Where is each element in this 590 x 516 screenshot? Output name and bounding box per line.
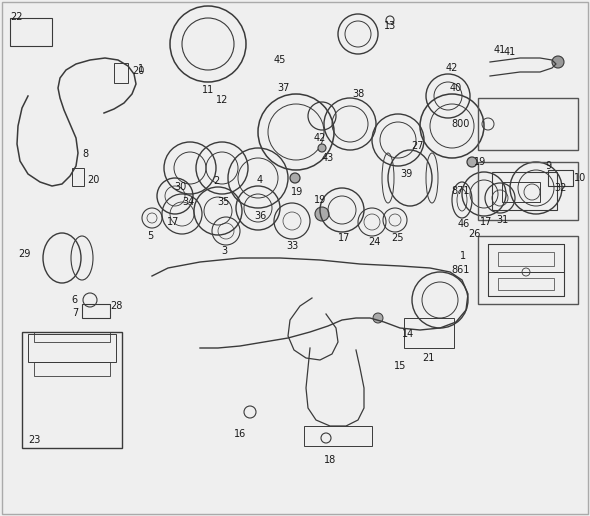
Text: 19: 19 [474, 157, 486, 167]
Bar [478, 236, 578, 304]
Bar [492, 172, 557, 210]
Text: 34: 34 [182, 197, 194, 207]
Text: 41: 41 [504, 47, 516, 57]
Text: 19: 19 [291, 187, 303, 197]
Text: 41: 41 [494, 45, 506, 55]
Text: 10: 10 [574, 173, 586, 183]
Text: 13: 13 [384, 21, 396, 31]
Text: 25: 25 [391, 233, 403, 243]
Text: 20: 20 [132, 66, 145, 76]
Text: 2: 2 [213, 176, 219, 186]
Bar [10, 18, 52, 46]
Text: 14: 14 [402, 329, 414, 339]
Circle shape [373, 313, 383, 323]
Text: 15: 15 [394, 361, 407, 371]
Circle shape [318, 144, 326, 152]
Text: eReplacementParts.com: eReplacementParts.com [176, 267, 320, 280]
Text: 40: 40 [450, 83, 462, 93]
Text: 17: 17 [338, 233, 350, 243]
Text: 18: 18 [324, 455, 336, 465]
Text: 23: 23 [28, 435, 40, 445]
Bar [478, 162, 578, 220]
Text: 17: 17 [480, 217, 492, 227]
Text: 6: 6 [72, 295, 78, 305]
Bar [478, 98, 578, 150]
Bar [404, 318, 454, 348]
Text: 17: 17 [167, 217, 179, 227]
Text: 31: 31 [496, 215, 508, 225]
Bar [488, 272, 564, 296]
Text: 46: 46 [458, 219, 470, 229]
Text: 42: 42 [446, 63, 458, 73]
Bar [34, 362, 110, 376]
Bar [22, 332, 122, 448]
Text: 871: 871 [451, 186, 470, 196]
Text: 16: 16 [234, 429, 246, 439]
Circle shape [552, 56, 564, 68]
Text: 5: 5 [147, 231, 153, 241]
Text: 8: 8 [82, 149, 88, 159]
Text: 43: 43 [322, 153, 334, 163]
Text: 32: 32 [554, 183, 566, 193]
Bar [304, 426, 372, 446]
Text: 30: 30 [174, 182, 186, 192]
Text: 21: 21 [422, 353, 434, 363]
Text: 1: 1 [460, 251, 466, 261]
Text: 26: 26 [468, 229, 480, 239]
Text: 39: 39 [400, 169, 412, 179]
Bar [498, 252, 554, 266]
Text: 28: 28 [110, 301, 122, 311]
Bar [82, 304, 110, 318]
Circle shape [315, 207, 329, 221]
Text: 1: 1 [138, 64, 144, 74]
Text: 9: 9 [545, 161, 551, 171]
Bar [502, 182, 540, 202]
Bar [488, 244, 564, 272]
Text: 27: 27 [412, 141, 424, 151]
Text: 37: 37 [278, 83, 290, 93]
Circle shape [467, 157, 477, 167]
Bar [72, 168, 84, 186]
Circle shape [290, 173, 300, 183]
Bar [488, 244, 564, 296]
Text: 12: 12 [216, 95, 228, 105]
Bar [548, 170, 573, 186]
Text: 42: 42 [314, 133, 326, 143]
Text: 24: 24 [368, 237, 380, 247]
Text: 11: 11 [202, 85, 214, 95]
Text: 22: 22 [10, 12, 22, 22]
Text: 29: 29 [18, 249, 30, 259]
Text: 20: 20 [87, 175, 99, 185]
Text: 7: 7 [72, 308, 78, 318]
Text: 38: 38 [352, 89, 364, 99]
Text: 4: 4 [257, 175, 263, 185]
Text: 35: 35 [218, 197, 230, 207]
Text: 33: 33 [286, 241, 298, 251]
Text: 861: 861 [451, 265, 470, 275]
Text: 19: 19 [314, 195, 326, 205]
Text: 800: 800 [451, 119, 470, 129]
Text: 3: 3 [221, 246, 227, 256]
Bar [34, 332, 110, 342]
Bar [28, 334, 116, 362]
Bar [114, 63, 128, 83]
Text: 36: 36 [254, 211, 266, 221]
Bar [498, 278, 554, 290]
Text: 45: 45 [274, 55, 286, 65]
